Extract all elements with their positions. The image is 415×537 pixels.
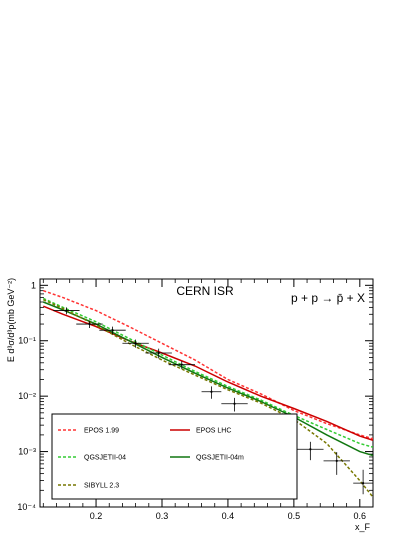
data-marker xyxy=(134,342,137,345)
x-tick-label: 0.4 xyxy=(222,511,235,521)
legend-label: QGSJETII-04 xyxy=(84,455,126,462)
y-tick-label: 10⁻² xyxy=(18,391,36,401)
series-line xyxy=(43,289,373,440)
data-marker xyxy=(88,322,91,326)
data-point xyxy=(122,339,149,348)
legend: EPOS 1.99 EPOS LHC QGSJETII-04 QGSJETII-04m… xyxy=(51,413,298,500)
data-marker xyxy=(210,390,213,393)
data-point xyxy=(168,361,195,369)
data-marker xyxy=(362,481,365,485)
data-point xyxy=(145,348,172,359)
x-tick-label: 0.6 xyxy=(354,511,367,521)
data-point xyxy=(99,326,126,335)
data-marker xyxy=(335,459,338,462)
x-axis-label: x_F xyxy=(355,522,371,532)
y-tick-label: 10⁻³ xyxy=(18,447,36,457)
legend-label: EPOS LHC xyxy=(196,428,231,435)
data-marker xyxy=(180,363,183,366)
data-point xyxy=(221,397,248,412)
legend-label: SIBYLL 2.3 xyxy=(84,483,119,490)
y-tick-label: 1 xyxy=(31,280,36,290)
data-marker xyxy=(65,309,68,312)
data-point xyxy=(353,469,373,495)
reaction-label: p + p → p̄ + X xyxy=(291,291,365,305)
data-point xyxy=(201,386,222,399)
series-group xyxy=(42,289,373,498)
data-point xyxy=(297,441,324,461)
data-marker xyxy=(111,329,114,332)
x-tick-label: 0.2 xyxy=(90,511,103,521)
data-marker xyxy=(233,402,236,405)
axis-ticks-group: 0.2 0.3 0.4 0.5 0.6 1 10⁻¹ 10⁻² 10⁻³ 10⁻⁴ xyxy=(17,279,374,521)
chart-title: CERN ISR xyxy=(176,284,234,298)
data-point xyxy=(76,320,103,328)
y-tick-label: 10⁻¹ xyxy=(18,336,36,346)
series-line xyxy=(42,299,373,498)
legend-label: EPOS 1.99 xyxy=(84,428,119,435)
data-marker xyxy=(157,351,160,355)
legend-label: QGSJETII-04m xyxy=(196,455,244,462)
series-line xyxy=(42,297,373,448)
series-line xyxy=(43,305,373,442)
data-point xyxy=(323,452,350,475)
x-tick-label: 0.3 xyxy=(156,511,169,521)
data-point xyxy=(53,307,80,315)
plot-frame-group xyxy=(39,278,374,508)
plot-frame xyxy=(39,278,374,508)
x-tick-label: 0.5 xyxy=(288,511,301,521)
legend-box xyxy=(51,413,298,500)
data-marker xyxy=(309,448,312,451)
y-tick-label: 10⁻⁴ xyxy=(17,502,36,512)
y-axis-label: E d³σ/d³p(mb GeV⁻²) xyxy=(6,278,16,362)
